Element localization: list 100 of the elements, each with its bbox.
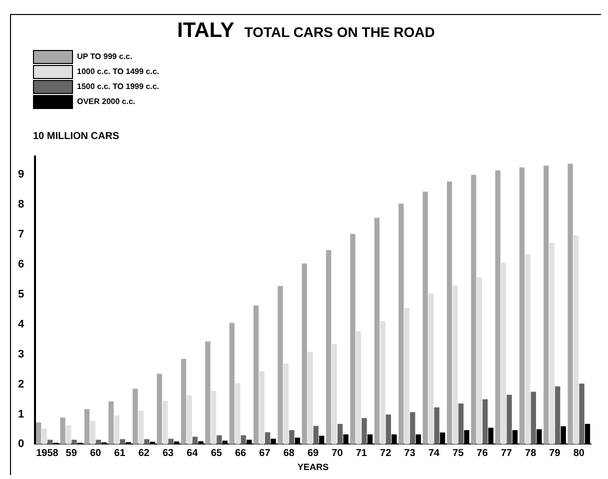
bar bbox=[308, 352, 313, 444]
x-tick-label: 76 bbox=[476, 448, 488, 459]
x-tick-label: 79 bbox=[549, 448, 561, 459]
bar bbox=[278, 286, 283, 444]
bar bbox=[47, 440, 53, 444]
bar bbox=[568, 164, 573, 444]
x-tick-label: 80 bbox=[573, 448, 585, 459]
bar bbox=[506, 394, 512, 444]
bar bbox=[452, 285, 458, 444]
y-axis-title: 10 MILLION CARS bbox=[33, 131, 120, 142]
chart-title: ITALY bbox=[177, 19, 234, 42]
y-tick-label: 1 bbox=[18, 408, 24, 420]
y-tick-label: 6 bbox=[18, 258, 24, 270]
bar bbox=[235, 383, 240, 444]
bar bbox=[289, 430, 294, 444]
bar bbox=[168, 438, 174, 444]
bar bbox=[229, 322, 235, 444]
x-tick-label: 70 bbox=[332, 448, 344, 459]
x-tick-label: 75 bbox=[452, 448, 464, 459]
bar bbox=[210, 390, 216, 444]
bar bbox=[549, 242, 554, 444]
x-tick-label: 60 bbox=[90, 448, 102, 459]
x-tick-label: 77 bbox=[500, 448, 512, 459]
bar bbox=[362, 418, 367, 444]
bar bbox=[410, 412, 416, 444]
x-tick-label: 64 bbox=[186, 448, 198, 459]
x-tick-label: 74 bbox=[428, 448, 440, 459]
bar bbox=[192, 436, 198, 444]
bar bbox=[530, 392, 536, 444]
bar bbox=[500, 262, 506, 444]
bar bbox=[162, 400, 168, 444]
y-tick-label: 5 bbox=[18, 288, 24, 300]
bar bbox=[471, 174, 476, 444]
x-tick-label: 71 bbox=[356, 448, 368, 459]
bar bbox=[60, 418, 66, 444]
bar bbox=[72, 440, 77, 444]
bar bbox=[482, 399, 488, 444]
bar bbox=[36, 422, 42, 444]
bar bbox=[555, 386, 560, 444]
bar bbox=[144, 439, 150, 444]
bar bbox=[114, 415, 120, 444]
y-tick-label: 2 bbox=[18, 378, 24, 390]
bar bbox=[519, 167, 525, 444]
x-tick-label: 68 bbox=[283, 448, 295, 459]
chart-subtitle: TOTAL CARS ON THE ROAD bbox=[244, 24, 435, 40]
bar bbox=[386, 414, 392, 444]
bar bbox=[573, 235, 579, 444]
bar bbox=[428, 293, 434, 444]
y-tick-label: 8 bbox=[18, 198, 24, 211]
bar bbox=[495, 170, 500, 444]
x-tick-label: 65 bbox=[210, 448, 222, 459]
x-tick-label: 67 bbox=[259, 448, 271, 459]
bar bbox=[326, 250, 332, 444]
x-tick-label: 72 bbox=[380, 448, 392, 459]
bar bbox=[356, 330, 362, 444]
legend-label: OVER 2000 c.c. bbox=[77, 97, 136, 106]
bar bbox=[205, 341, 210, 444]
bar bbox=[380, 321, 386, 444]
x-tick-label: 1958 bbox=[36, 448, 59, 459]
x-tick-label: 59 bbox=[66, 448, 78, 459]
bar bbox=[216, 435, 222, 444]
legend-label: 1500 c.c. TO 1999 c.c. bbox=[77, 82, 160, 91]
x-tick-label: 78 bbox=[525, 448, 537, 459]
x-axis-title: YEARS bbox=[298, 462, 329, 472]
bar bbox=[42, 428, 47, 444]
x-tick-label: 63 bbox=[162, 448, 174, 459]
bar bbox=[283, 364, 289, 444]
y-tick-label: 7 bbox=[18, 228, 24, 241]
y-tick-label: 3 bbox=[18, 348, 24, 360]
bar bbox=[476, 277, 482, 444]
bar bbox=[84, 409, 90, 444]
x-tick-label: 61 bbox=[114, 448, 126, 459]
bar bbox=[302, 264, 308, 444]
bar bbox=[446, 181, 452, 444]
y-tick-label: 9 bbox=[18, 168, 24, 181]
x-tick-label: 62 bbox=[138, 448, 150, 459]
bar bbox=[259, 371, 264, 444]
legend-label: 1000 c.c. TO 1499 c.c. bbox=[77, 67, 160, 76]
bar bbox=[544, 166, 549, 444]
y-tick-label: 0 bbox=[18, 438, 24, 450]
bar bbox=[332, 344, 337, 444]
y-tick-label: 4 bbox=[18, 318, 25, 330]
bar bbox=[374, 218, 380, 444]
bar bbox=[240, 435, 246, 444]
bar bbox=[181, 358, 186, 444]
bar bbox=[186, 395, 192, 444]
bar bbox=[404, 308, 410, 444]
bar bbox=[90, 420, 96, 444]
bar bbox=[579, 384, 584, 444]
bar bbox=[525, 254, 530, 444]
bar bbox=[96, 440, 101, 444]
bar bbox=[138, 410, 144, 444]
bar bbox=[398, 204, 404, 444]
x-tick-label: 73 bbox=[404, 448, 416, 459]
bar bbox=[132, 388, 138, 444]
bar bbox=[108, 401, 114, 444]
x-tick-label: 66 bbox=[234, 448, 247, 459]
legend-label: UP TO 999 c.c. bbox=[77, 52, 132, 61]
bar bbox=[422, 192, 428, 444]
bar bbox=[350, 234, 356, 444]
